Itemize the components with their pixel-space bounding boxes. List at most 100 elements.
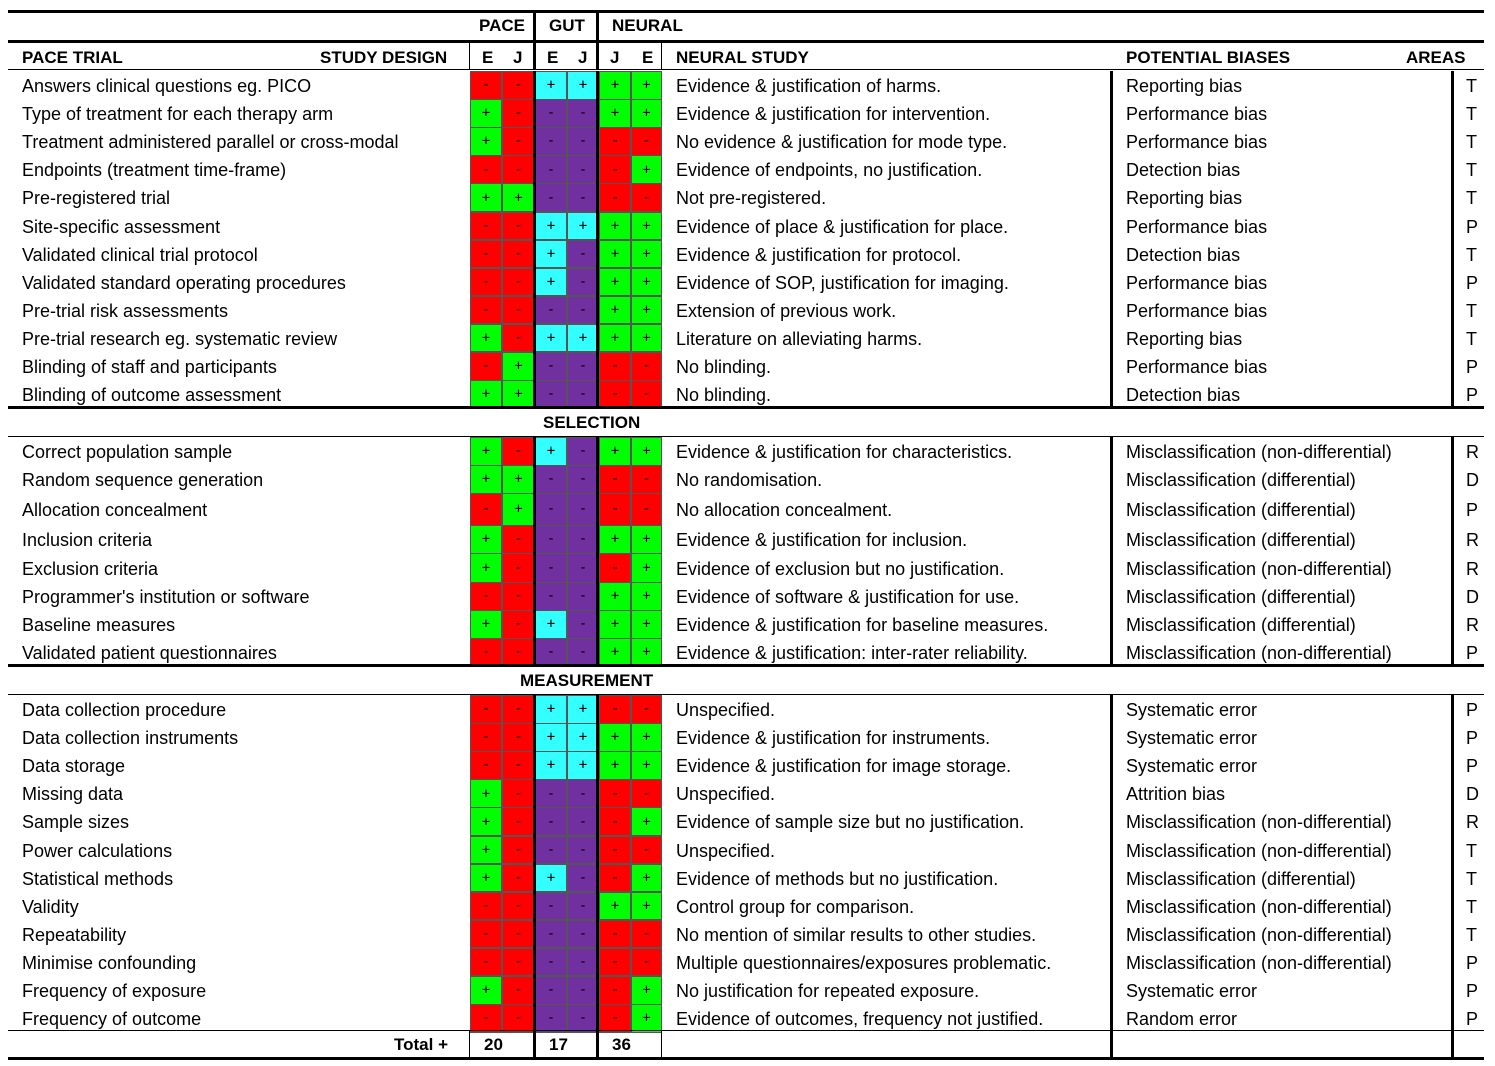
header-pace-e: E [482,48,494,67]
rating-cell: - [470,295,502,325]
rating-cell: - [599,779,631,808]
rating-cell: - [567,295,599,325]
neural-study-text: No blinding. [676,385,772,406]
rating-cell: + [502,465,535,494]
area-code: T [1466,896,1477,917]
potential-bias: Misclassification (non-differential) [1126,812,1392,833]
neural-study-text: No randomisation. [676,470,823,490]
header-neural-e: E [642,48,654,67]
area-code: P [1466,756,1479,777]
rating-cell: - [470,751,502,780]
neural-study-text: No evidence & justification for mode typ… [676,132,1008,153]
rating-cell: + [535,610,567,639]
rating-cell: + [631,863,662,893]
row-label: Minimise confounding [22,952,197,973]
potential-bias: Detection bias [1126,385,1241,406]
rating-cell: - [599,183,631,212]
rating-cell: + [567,71,599,100]
column-separator [533,71,536,406]
rating-cell: - [567,835,599,865]
rating-cell: - [535,525,567,554]
rating-cell: + [599,239,631,269]
column-separator [1110,1030,1113,1058]
rating-cell: + [631,723,662,752]
column-separator [596,40,599,70]
group-neural: NEURAL [612,16,683,35]
potential-bias: Performance bias [1126,300,1268,321]
rating-cell: - [502,695,535,724]
rating-cell: + [631,525,662,554]
section-header-border [8,436,1484,437]
row-label: Frequency of outcome [22,1009,202,1030]
neural-study-text: No blinding. [676,357,772,378]
rating-cell: - [535,891,567,921]
rating-cell: - [502,267,535,297]
rating-cell: + [631,71,662,100]
rating-cell: + [631,239,662,269]
rating-cell: - [631,380,662,409]
rating-cell: - [631,919,662,949]
column-separator [1451,437,1454,664]
rating-cell: + [470,807,502,836]
rating-cell: - [567,380,599,409]
area-code: P [1466,357,1479,378]
row-label: Blinding of outcome assessment [22,385,282,406]
rating-cell: + [599,751,631,780]
rating-cell: - [502,295,535,325]
potential-bias: Attrition bias [1126,784,1226,805]
total-pace: 20 [484,1035,503,1054]
row-label: Inclusion criteria [22,530,153,550]
rating-cell: + [567,751,599,780]
rating-cell: + [470,183,502,212]
rating-cell: + [599,891,631,921]
neural-study-text: Evidence & justification for interventio… [676,104,991,125]
rating-cell: - [535,183,567,212]
rating-cell: - [567,807,599,836]
rating-cell: + [599,99,631,128]
group-gut: GUT [549,16,585,35]
row-label: Validated patient questionnaires [22,643,277,663]
neural-study-text: Control group for comparison. [676,896,915,917]
rating-cell: - [567,779,599,808]
rating-cell: - [470,493,502,526]
neural-study-text: Evidence of software & justification for… [676,587,1020,607]
column-separator [533,695,536,1030]
rating-cell: - [502,947,535,977]
rating-cell: - [535,976,567,1005]
rating-cell: - [567,127,599,156]
rating-cell: + [631,582,662,611]
rating-cell: - [567,863,599,893]
rating-cell: + [567,211,599,241]
area-code: T [1466,328,1477,349]
rating-cell: - [470,919,502,949]
section-title-measurement: MEASUREMENT [520,671,654,690]
rating-cell: - [567,919,599,949]
rating-cell: - [535,465,567,494]
neural-study-text: Unspecified. [676,700,776,721]
rating-cell: - [567,891,599,921]
rating-cell: + [535,437,567,466]
rating-cell: - [631,127,662,156]
rating-cell: + [599,638,631,667]
neural-study-text: Evidence of methods but no justification… [676,868,999,889]
group-pace: PACE [479,16,525,35]
area-code: P [1466,216,1479,237]
potential-bias: Misclassification (non-differential) [1126,896,1392,917]
rating-cell: - [631,493,662,526]
neural-study-text: No mention of similar results to other s… [676,924,1037,945]
neural-study-text: Evidence & justification: inter-rater re… [676,643,1028,663]
rating-cell: - [599,553,631,583]
area-code: P [1466,500,1479,520]
header-gut-e: E [547,48,559,67]
section-header-border [8,694,1484,695]
rating-cell: + [535,267,567,297]
rating-cell: + [470,835,502,865]
rating-cell: + [599,525,631,554]
rating-cell: - [567,155,599,184]
header-neural-study: NEURAL STUDY [676,48,809,67]
neural-study-text: Evidence of endpoints, no justification. [676,160,983,181]
row-label: Type of treatment for each therapy arm [22,104,334,125]
row-label: Allocation concealment [22,500,208,520]
rating-cell: + [470,610,502,639]
